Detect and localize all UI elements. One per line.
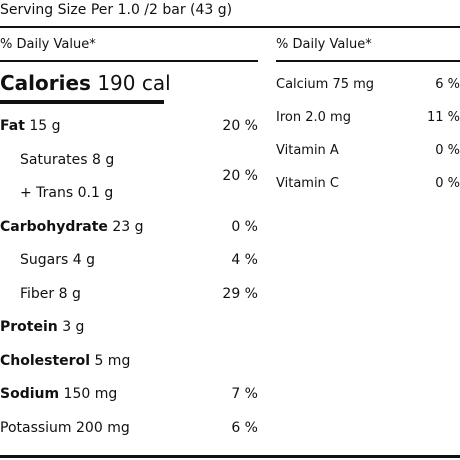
- nutrient-name: Iron 2.0 mg: [276, 110, 351, 125]
- nutrient-percent: 6 %: [435, 77, 460, 92]
- nutrient-amount: 15 g: [29, 118, 61, 134]
- nutrient-percent: 0 %: [231, 218, 258, 235]
- top-divider: [0, 26, 460, 28]
- nutrient-amount: 5 mg: [94, 352, 131, 369]
- saturates-trans-percent: 20 %: [222, 168, 258, 185]
- nutrient-row-vitamin-c: Vitamin C 0 %: [276, 167, 460, 200]
- nutrient-name: Vitamin C: [276, 176, 340, 191]
- nutrient-name: Potassium 200 mg: [0, 419, 130, 436]
- nutrient-name: Saturates 8 g: [20, 151, 115, 168]
- nutrient-row-saturates: Saturates 8 g: [0, 144, 258, 178]
- nutrient-name: Protein 3 g: [0, 311, 84, 345]
- nutrient-name: Sugars 4 g: [20, 252, 95, 268]
- nutrient-percent: 11 %: [426, 110, 460, 125]
- nutrient-row-fiber: Fiber 8 g 29 %: [0, 278, 258, 312]
- nutrient-row-sugars: Sugars 4 g 4 %: [0, 244, 258, 278]
- nutrient-label: Cholesterol: [0, 352, 90, 369]
- nutrient-row-cholesterol: Cholesterol 5 mg: [0, 345, 258, 379]
- nutrient-row-potassium: Potassium 200 mg 6 %: [0, 412, 258, 446]
- daily-value-divider: [0, 60, 258, 62]
- nutrient-label: Sodium: [0, 386, 60, 402]
- nutrient-name: Fat 15 g: [0, 110, 61, 144]
- nutrient-label: Carbohydrate: [0, 218, 108, 235]
- nutrient-row-calcium: Calcium 75 mg 6 %: [276, 68, 460, 101]
- nutrient-name: Calcium 75 mg: [276, 77, 375, 92]
- nutrient-percent: 29 %: [222, 285, 258, 302]
- nutrient-label: Fat: [0, 118, 25, 134]
- calories-row: Calories 190 cal: [0, 70, 258, 96]
- nutrient-percent: 4 %: [231, 252, 258, 268]
- calories-value: 190 cal: [97, 71, 171, 95]
- serving-size: Serving Size Per 1.0 /2 bar (43 g): [0, 2, 233, 18]
- nutrition-left-column: % Daily Value* Calories 190 cal Fat 15 g…: [0, 36, 258, 445]
- nutrient-row-sodium: Sodium 150 mg 7 %: [0, 378, 258, 412]
- daily-value-header: % Daily Value*: [276, 37, 372, 52]
- nutrient-name: Vitamin A: [276, 143, 339, 158]
- nutrient-percent: 0 %: [435, 143, 460, 158]
- calories-divider: [0, 100, 164, 104]
- nutrient-name: Cholesterol 5 mg: [0, 345, 130, 379]
- nutrient-row-iron: Iron 2.0 mg 11 %: [276, 101, 460, 134]
- nutrient-amount: 23 g: [112, 218, 144, 235]
- nutrient-row-protein: Protein 3 g: [0, 311, 258, 345]
- nutrient-name: Sodium 150 mg: [0, 378, 117, 412]
- nutrient-name: Fiber 8 g: [20, 285, 81, 302]
- nutrient-amount: 150 mg: [63, 386, 118, 402]
- nutrient-percent: 20 %: [222, 118, 258, 134]
- nutrient-row-carbohydrate: Carbohydrate 23 g 0 %: [0, 211, 258, 245]
- nutrient-percent: 7 %: [231, 386, 258, 402]
- saturates-trans-group: Saturates 8 g + Trans 0.1 g 20 %: [0, 144, 258, 211]
- bottom-divider: [0, 455, 460, 458]
- nutrient-row-vitamin-a: Vitamin A 0 %: [276, 134, 460, 167]
- daily-value-header: % Daily Value*: [0, 37, 96, 52]
- nutrient-label: Protein: [0, 319, 58, 335]
- nutrient-amount: 3 g: [62, 319, 85, 335]
- nutrient-percent: 0 %: [435, 176, 460, 191]
- nutrient-percent: 6 %: [231, 419, 258, 436]
- nutrient-row-fat: Fat 15 g 20 %: [0, 110, 258, 144]
- nutrient-row-trans: + Trans 0.1 g: [0, 177, 258, 211]
- nutrient-name: + Trans 0.1 g: [20, 185, 114, 201]
- nutrient-name: Carbohydrate 23 g: [0, 211, 144, 245]
- daily-value-divider: [276, 60, 460, 62]
- nutrition-right-column: % Daily Value* Calcium 75 mg 6 % Iron 2.…: [276, 36, 460, 200]
- calories-label: Calories: [0, 71, 91, 95]
